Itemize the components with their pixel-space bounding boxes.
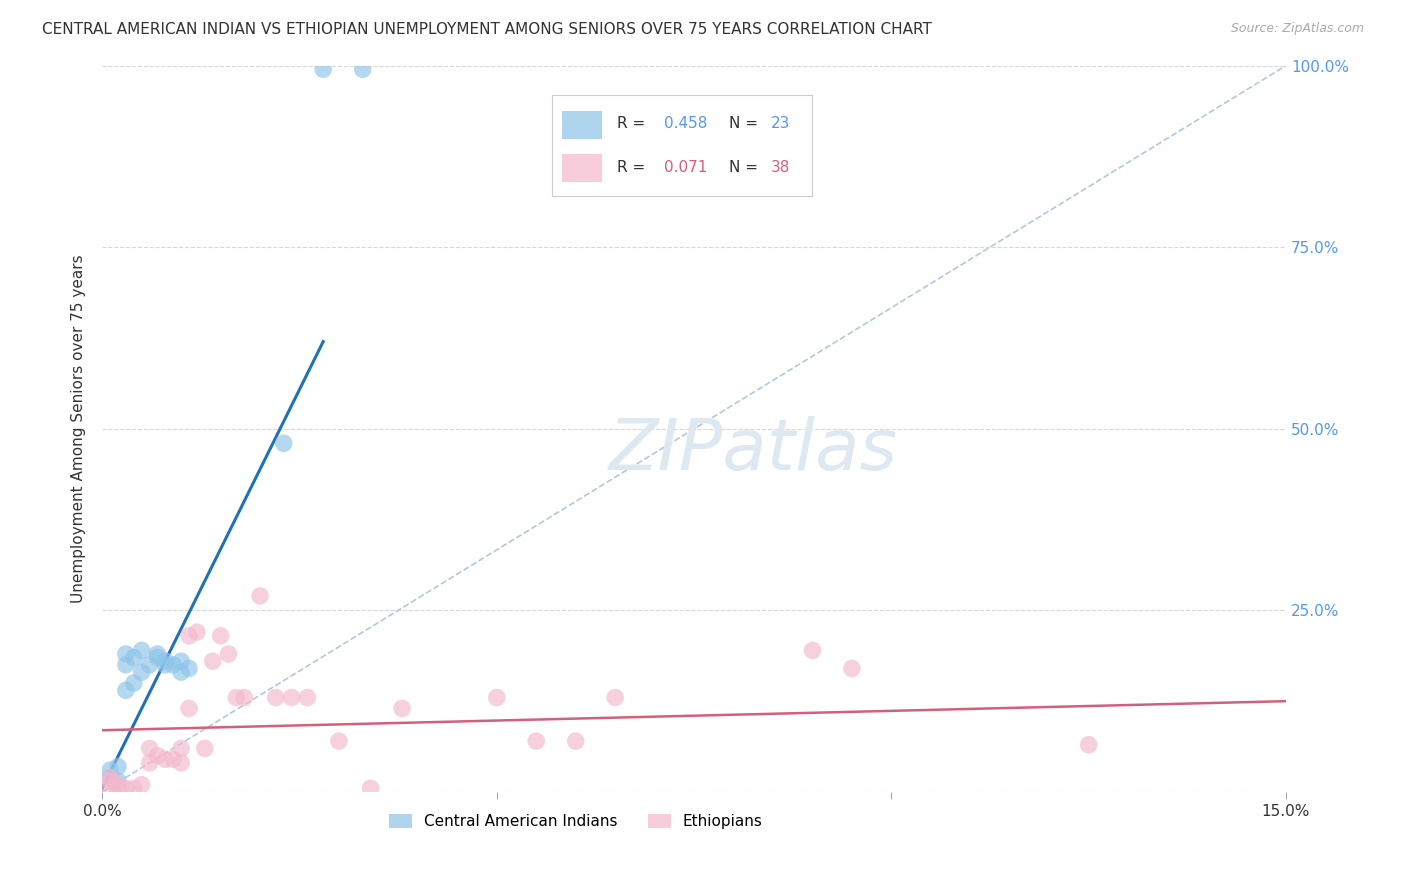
Point (177, 701, 200, 715)
Point (605, 690, 627, 705)
Point (194, 741, 217, 756)
Point (209, 629, 232, 643)
Point (186, 625, 208, 640)
Point (564, 734, 586, 748)
Point (155, 657, 177, 672)
Point (170, 741, 193, 756)
Point (177, 661, 200, 675)
Y-axis label: Unemployment Among Seniors over 75 years: Unemployment Among Seniors over 75 years (72, 254, 86, 603)
Point (107, 774, 129, 789)
Point (98, 774, 121, 789)
Point (138, 657, 160, 672)
Point (201, 654, 224, 668)
Point (841, 661, 863, 675)
Point (122, 676, 145, 690)
Text: Source: ZipAtlas.com: Source: ZipAtlas.com (1230, 22, 1364, 36)
Point (177, 629, 200, 643)
Point (249, 589, 271, 603)
Point (297, 690, 319, 705)
Point (146, 650, 169, 665)
Point (280, 690, 302, 705)
Point (352, 62, 374, 77)
Point (115, 657, 138, 672)
Point (1077, 738, 1099, 752)
Point (312, 62, 335, 77)
Point (107, 759, 129, 773)
Point (524, 734, 547, 748)
Text: CENTRAL AMERICAN INDIAN VS ETHIOPIAN UNEMPLOYMENT AMONG SENIORS OVER 75 YEARS CO: CENTRAL AMERICAN INDIAN VS ETHIOPIAN UNE… (42, 22, 932, 37)
Point (162, 752, 184, 766)
Point (115, 683, 138, 698)
Point (122, 781, 145, 796)
Point (98, 781, 121, 796)
Point (155, 752, 177, 766)
Point (360, 781, 382, 796)
Point (162, 657, 184, 672)
Point (98, 771, 121, 785)
Point (801, 643, 824, 657)
Point (264, 690, 287, 705)
Point (115, 781, 138, 796)
Point (170, 665, 193, 679)
Point (122, 650, 145, 665)
Point (170, 756, 193, 770)
Point (225, 690, 247, 705)
Point (485, 690, 508, 705)
Point (273, 436, 295, 450)
Point (98, 771, 121, 785)
Point (170, 654, 193, 668)
Point (138, 741, 160, 756)
Legend: Central American Indians, Ethiopians: Central American Indians, Ethiopians (382, 808, 769, 835)
Point (138, 756, 160, 770)
Point (328, 734, 350, 748)
Point (98, 763, 121, 777)
Point (131, 665, 153, 679)
Point (146, 647, 169, 661)
Point (155, 654, 177, 668)
Point (146, 748, 169, 763)
Point (115, 647, 138, 661)
Point (131, 643, 153, 657)
Point (391, 701, 413, 715)
Point (107, 778, 129, 792)
Point (107, 781, 129, 796)
Point (233, 690, 256, 705)
Point (131, 778, 153, 792)
Text: ZIPatlas: ZIPatlas (609, 416, 898, 485)
Point (218, 647, 240, 661)
